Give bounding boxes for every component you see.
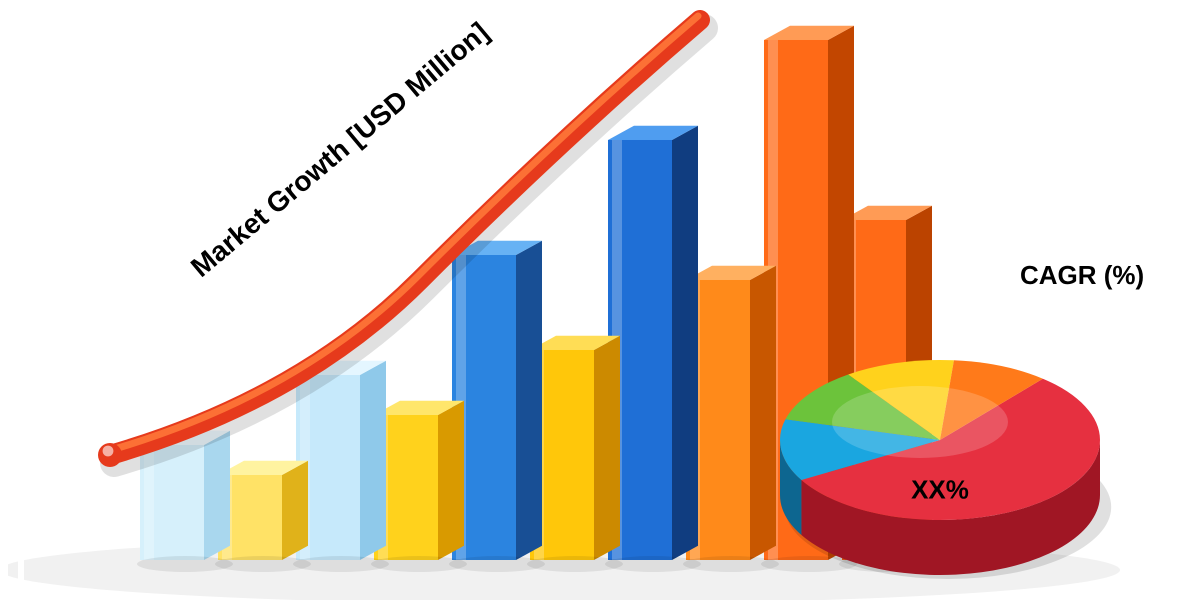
edge-fade-bars	[0, 0, 1200, 600]
infographic-stage: Market Growth [USD Million] CAGR (%) XX%	[0, 0, 1200, 600]
